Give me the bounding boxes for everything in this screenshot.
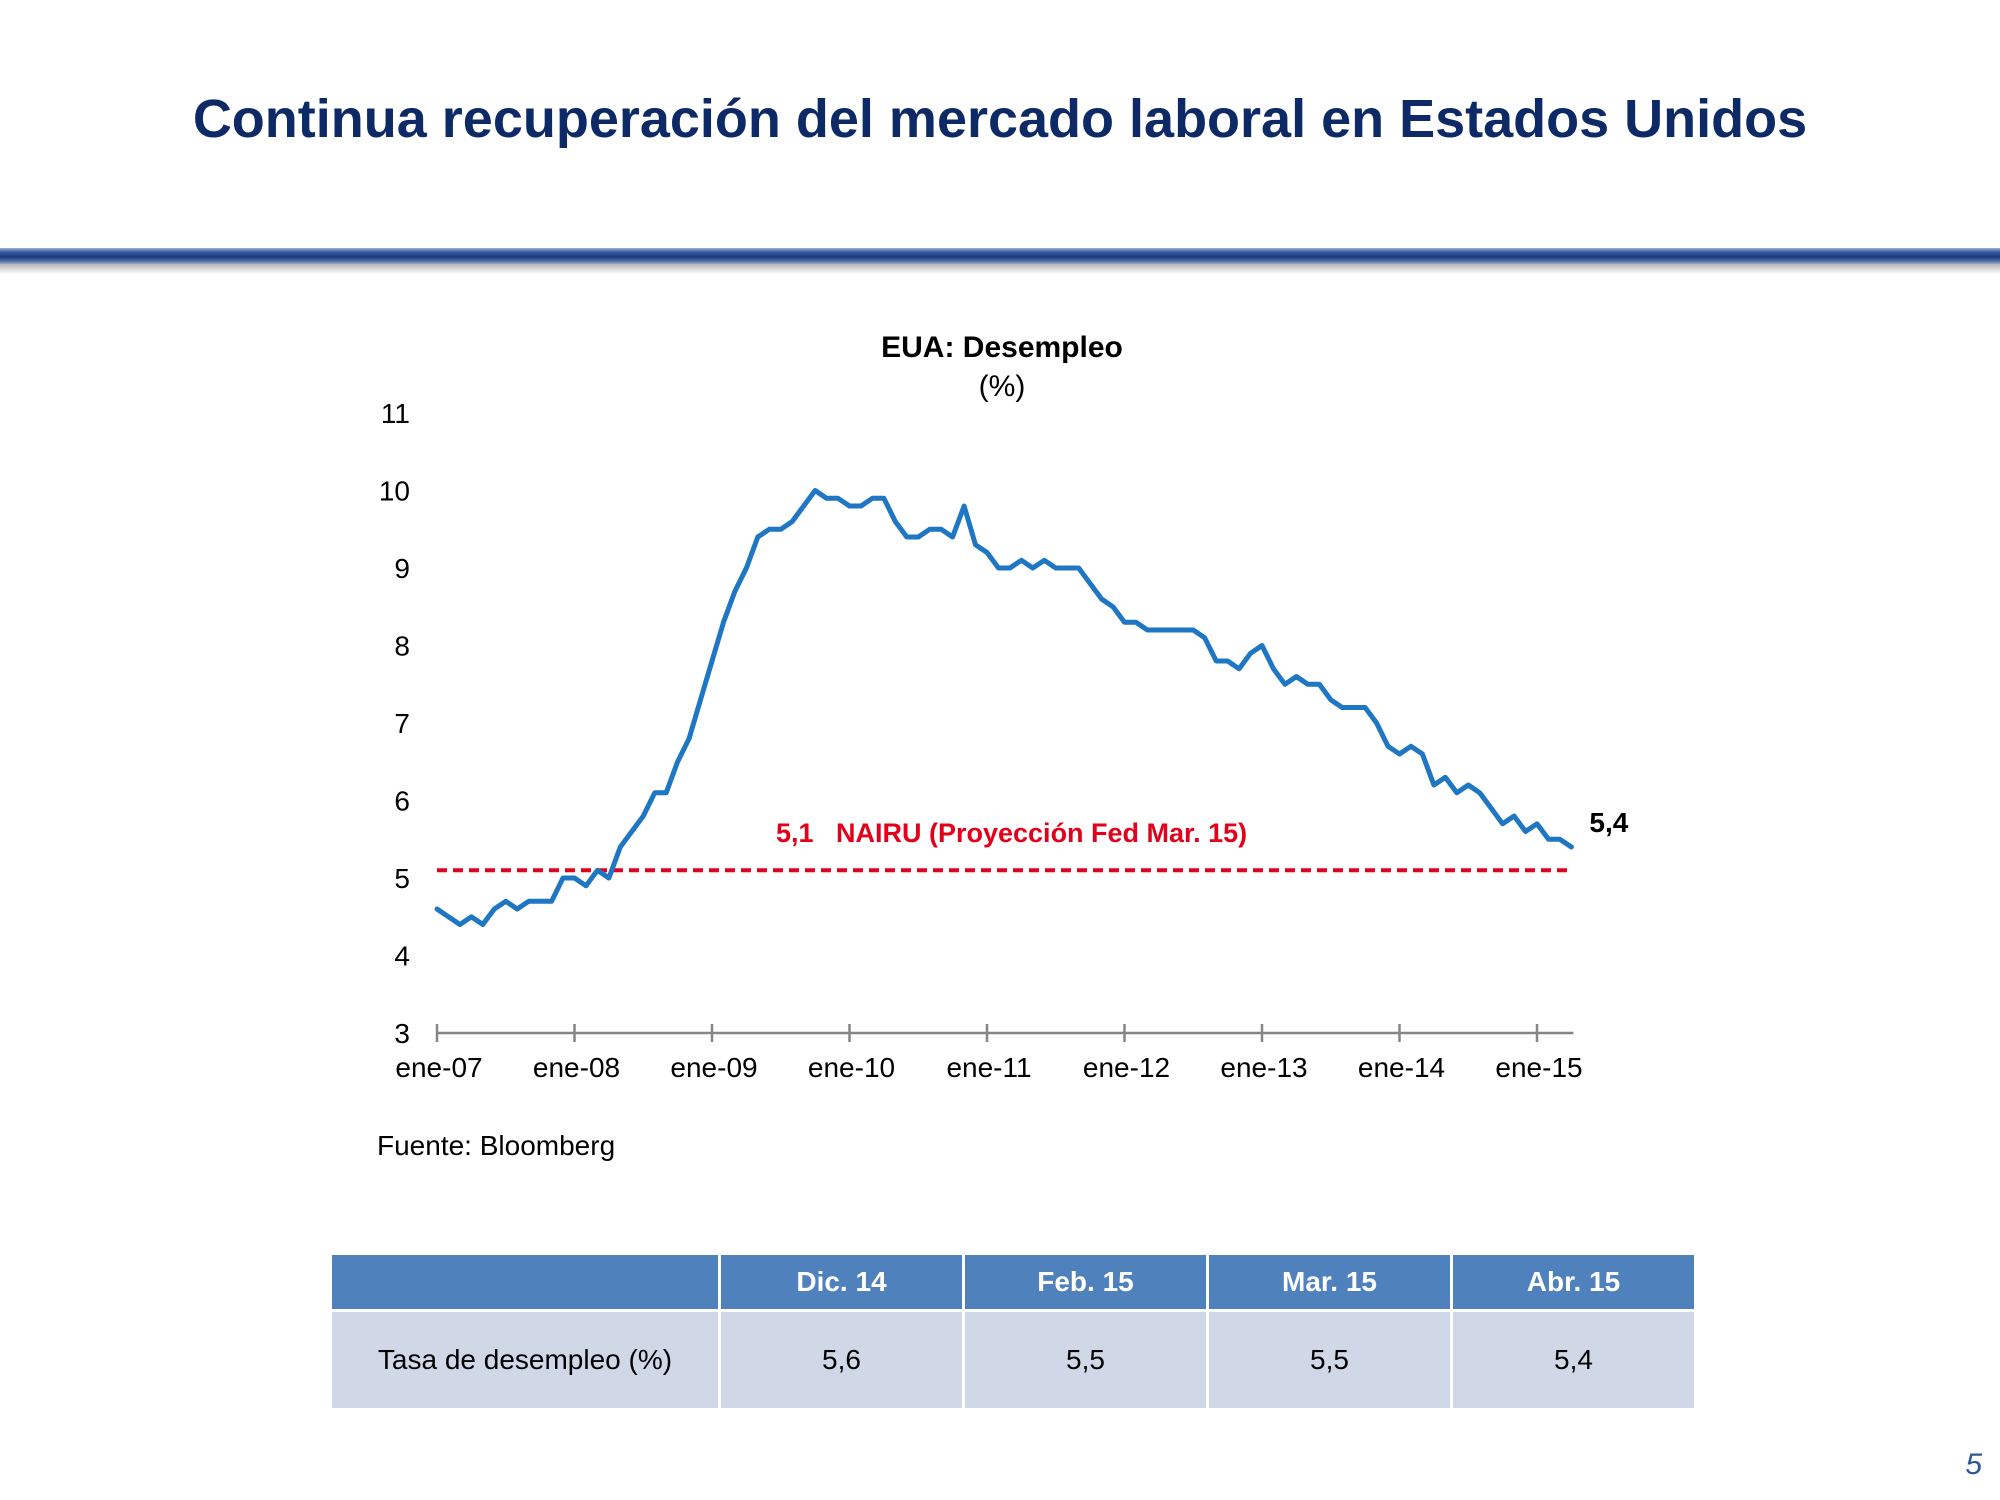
- x-tick-label: ene-14: [1358, 1052, 1445, 1083]
- chart-title: EUA: Desempleo: [881, 331, 1123, 364]
- x-tick-label: ene-11: [946, 1052, 1031, 1083]
- x-tick-label: ene-09: [670, 1052, 757, 1083]
- y-tick-label: 11: [381, 398, 410, 429]
- source-note: Fuente: Bloomberg: [377, 1130, 616, 1161]
- title-divider-shadow: [0, 264, 2000, 274]
- y-tick-label: 4: [394, 941, 410, 972]
- table-cell: 5,5: [1209, 1312, 1450, 1408]
- nairu-reference: 5,1 NAIRU (Proyección Fed Mar. 15): [437, 818, 1572, 873]
- table-cell: 5,4: [1453, 1312, 1694, 1408]
- y-tick-label: 8: [394, 631, 410, 662]
- table-header-cell: Feb. 15: [965, 1255, 1206, 1309]
- unemployment-table: Dic. 14 Feb. 15 Mar. 15 Abr. 15 Tasa de …: [329, 1252, 1697, 1411]
- table-row: Tasa de desempleo (%) 5,6 5,5 5,5 5,4: [332, 1312, 1694, 1408]
- x-tick-label: ene-15: [1495, 1052, 1582, 1083]
- y-tick-label: 10: [379, 476, 410, 507]
- table-header-cell: [332, 1255, 718, 1309]
- page-number: 5: [1965, 1448, 1982, 1481]
- x-tick-label: ene-12: [1083, 1052, 1170, 1083]
- table-header-row: Dic. 14 Feb. 15 Mar. 15 Abr. 15: [332, 1255, 1694, 1309]
- chart-subtitle: (%): [979, 370, 1026, 403]
- table-header-cell: Mar. 15: [1209, 1255, 1450, 1309]
- y-tick-label: 7: [394, 708, 410, 739]
- table-cell: 5,6: [721, 1312, 962, 1408]
- y-tick-label: 5: [394, 863, 410, 894]
- table-header-cell: Abr. 15: [1453, 1255, 1694, 1309]
- x-tick-label: ene-08: [533, 1052, 620, 1083]
- y-tick-label: 6: [394, 786, 410, 817]
- unemployment-series-line: [434, 488, 1574, 927]
- nairu-text-label: NAIRU (Proyección Fed Mar. 15): [836, 818, 1247, 848]
- series-end-label: 5,4: [1589, 807, 1628, 838]
- y-axis-tick-labels: 3 4 5 6 7 8 9 10 11: [379, 398, 410, 1049]
- table-header-cell: Dic. 14: [721, 1255, 962, 1309]
- x-tick-label: ene-13: [1220, 1052, 1307, 1083]
- y-tick-label: 3: [394, 1018, 410, 1049]
- y-tick-label: 9: [394, 553, 410, 584]
- table-cell: 5,5: [965, 1312, 1206, 1408]
- title-divider: [0, 248, 2000, 264]
- x-tick-label: ene-07: [395, 1052, 482, 1083]
- x-axis: ene-07 ene-08 ene-09 ene-10 ene-11 ene-12 ene-…: [395, 1024, 1583, 1083]
- table-row-label: Tasa de desempleo (%): [332, 1312, 718, 1408]
- x-tick-label: ene-10: [808, 1052, 895, 1083]
- slide-title: Continua recuperación del mercado labora…: [192, 89, 1808, 149]
- series-layer: 5,4: [434, 488, 1629, 927]
- nairu-value-label: 5,1: [776, 818, 814, 848]
